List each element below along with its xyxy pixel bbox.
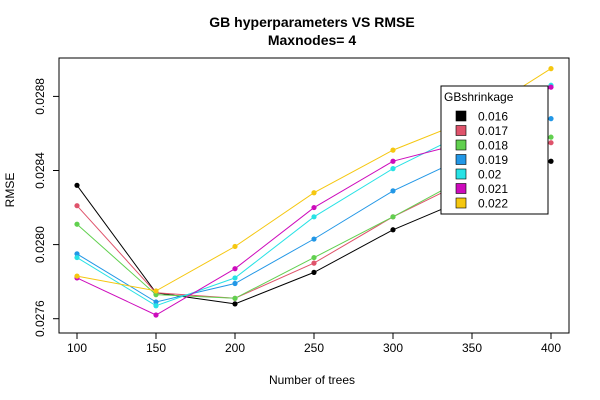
y-tick-label: 0.0284	[33, 152, 47, 189]
x-tick-label: 300	[383, 341, 403, 355]
data-point	[74, 203, 80, 209]
chart-title: GB hyperparameters VS RMSE	[209, 14, 414, 30]
data-point	[153, 303, 159, 309]
y-tick-label: 0.0288	[33, 78, 47, 115]
data-point	[74, 182, 80, 188]
data-point	[311, 204, 317, 211]
legend-swatch	[455, 197, 467, 209]
legend-item-label: 0.017	[478, 124, 508, 138]
x-axis-label: Number of trees	[269, 373, 355, 387]
legend-item-label: 0.021	[478, 182, 508, 196]
legend-swatch	[455, 139, 467, 151]
data-point	[232, 266, 238, 272]
x-tick-label: 100	[67, 341, 87, 355]
legend-swatch	[455, 125, 467, 136]
y-axis-label: RMSE	[3, 173, 17, 208]
legend-swatch	[455, 168, 467, 180]
legend-swatch	[455, 183, 467, 194]
data-point	[74, 254, 80, 261]
y-tick-label: 0.0280	[33, 226, 47, 263]
legend-item-label: 0.02	[478, 168, 502, 182]
data-point	[153, 312, 159, 318]
x-tick-label: 150	[146, 341, 166, 355]
legend-swatch	[455, 154, 467, 165]
data-point	[232, 301, 238, 307]
data-point	[390, 214, 396, 220]
legend-item-label: 0.022	[478, 197, 508, 211]
data-point	[153, 288, 159, 294]
data-point	[232, 280, 238, 287]
data-point	[311, 260, 317, 266]
data-point	[548, 84, 554, 90]
data-point	[390, 188, 396, 194]
data-point	[548, 140, 554, 146]
y-axis: 0.0276 0.0280 0.0284 0.0288	[33, 78, 60, 337]
data-point	[548, 66, 554, 72]
y-tick-label: 0.0276	[33, 300, 47, 337]
data-point	[311, 269, 317, 275]
legend-item-label: 0.019	[478, 153, 508, 167]
data-point	[74, 251, 80, 257]
x-axis: 100 150 200 250 300 350 400	[67, 332, 561, 355]
data-point	[311, 236, 317, 242]
data-point	[153, 299, 159, 305]
legend-item-label: 0.016	[478, 110, 508, 124]
x-tick-label: 350	[462, 341, 482, 355]
data-point	[311, 254, 317, 261]
data-point	[74, 273, 80, 279]
legend-title: GBshrinkage	[444, 90, 514, 104]
data-point	[153, 292, 159, 298]
data-point	[390, 166, 396, 172]
legend: GBshrinkage 0.0160.0170.0180.0190.020.02…	[440, 85, 549, 215]
data-point	[390, 147, 396, 153]
data-point	[74, 221, 80, 227]
data-point	[390, 158, 396, 164]
chart-subtitle: Maxnodes= 4	[268, 32, 357, 48]
data-point	[232, 295, 238, 301]
data-point	[548, 134, 554, 140]
data-point	[548, 158, 554, 164]
x-tick-label: 400	[541, 341, 561, 355]
data-point	[232, 243, 238, 250]
data-point	[548, 116, 554, 122]
legend-swatch	[455, 110, 467, 122]
x-tick-label: 250	[304, 341, 324, 355]
x-tick-label: 200	[225, 341, 245, 355]
data-point	[390, 227, 396, 233]
data-point	[232, 275, 238, 281]
data-point	[311, 190, 317, 196]
legend-item-label: 0.018	[478, 139, 508, 153]
data-point	[311, 214, 317, 220]
